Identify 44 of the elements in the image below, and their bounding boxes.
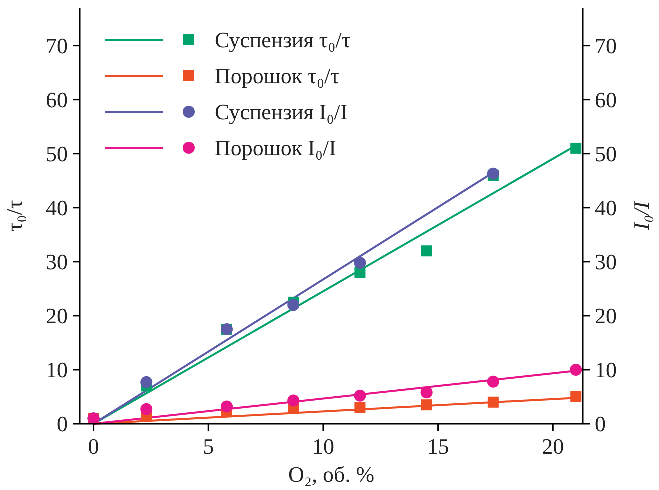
point [421, 400, 432, 411]
y2-tick-label: 70 [595, 34, 617, 59]
y2-tick-label: 60 [595, 88, 617, 113]
y-tick-label: 10 [46, 358, 68, 383]
x-tick-label: 20 [542, 434, 564, 459]
point [354, 390, 366, 402]
y-axis-title: τ₀/τ [2, 200, 27, 232]
point [570, 142, 582, 154]
y2-tick-label: 40 [595, 196, 617, 221]
point [140, 376, 153, 388]
x-tick-label: 15 [427, 434, 450, 459]
point [570, 391, 582, 402]
y2-tick-label: 20 [595, 304, 617, 329]
y-tick-label: 60 [46, 88, 68, 113]
y-tick-label: 70 [46, 34, 68, 59]
x-tick-label: 5 [203, 434, 214, 459]
y-tick-label: 0 [57, 412, 68, 437]
point [487, 376, 500, 388]
point [488, 396, 499, 408]
x-tick-label: 0 [88, 434, 100, 459]
y-tick-label: 30 [46, 250, 68, 275]
y-tick-label: 50 [46, 142, 68, 167]
y2-tick-label: 0 [595, 412, 606, 437]
y2-tick-label: 30 [595, 250, 617, 275]
point [354, 402, 366, 414]
point [421, 246, 432, 257]
legend-label: Порошок τ₀/τ [215, 64, 340, 89]
point [570, 364, 582, 376]
point [288, 299, 300, 312]
y2-tick-label: 50 [595, 142, 617, 167]
y2-tick-label: 10 [595, 358, 617, 383]
point [220, 400, 233, 413]
x-axis-title: O₂, об. % [288, 462, 375, 487]
x-tick-label: 10 [312, 434, 334, 459]
legend-label: Суспензия τ₀/τ [215, 28, 351, 53]
point [354, 257, 366, 270]
legend-label: Суспензия I₀/I [215, 100, 348, 125]
y-tick-label: 20 [46, 304, 68, 329]
point [288, 394, 300, 407]
point [420, 386, 433, 399]
legend-label: Порошок I₀/I [215, 136, 336, 161]
point [140, 403, 153, 416]
y-tick-label: 40 [46, 196, 68, 221]
y2-axis-title: I₀/I [629, 200, 654, 232]
